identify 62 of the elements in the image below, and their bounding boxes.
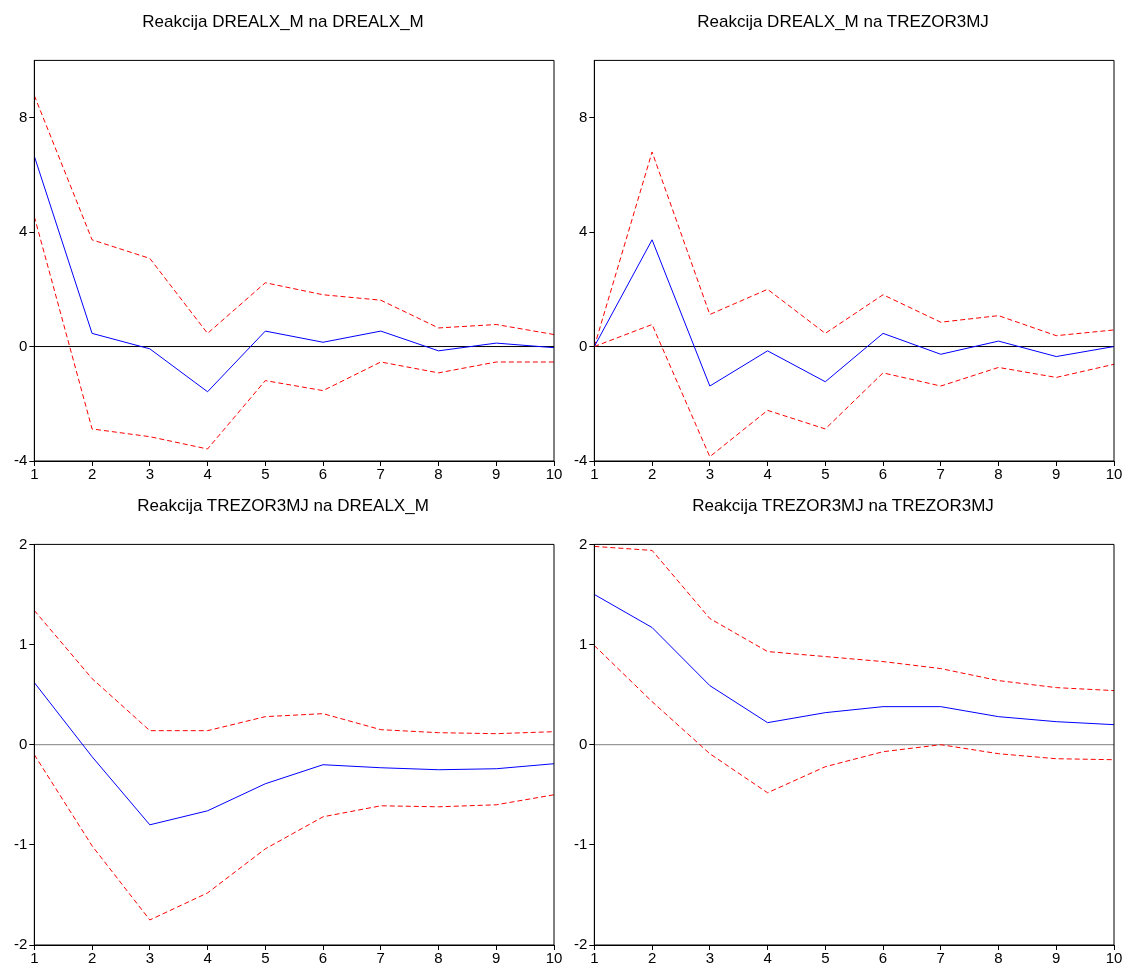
y-tick-label: -2 [573,935,588,953]
x-tick-label: 5 [821,465,830,483]
y-tick-label: 0 [578,336,588,354]
x-tick-label: 8 [434,465,443,483]
x-tick-label: 2 [87,465,97,483]
x-tick-label: 4 [763,465,772,483]
x-tick-label: 10 [545,465,563,483]
x-tick-label: 3 [705,465,714,483]
x-tick-label: 10 [1105,465,1123,483]
y-tick-label: -2 [13,935,28,953]
x-tick-label: 5 [261,465,270,483]
x-tick-label: 1 [590,949,599,967]
y-tick-label: 1 [578,634,588,652]
y-tick-label: -1 [13,834,28,852]
y-tick-label: 4 [578,222,588,240]
x-tick-label: 7 [936,465,945,483]
chart-title: Reakcija DREALX_M na DREALX_M [142,11,424,31]
y-tick-label: 8 [578,107,588,125]
x-tick-label: 6 [318,465,328,483]
y-tick-label: 2 [18,534,28,552]
x-tick-label: 7 [376,465,385,483]
x-tick-label: 1 [590,465,599,483]
x-tick-label: 4 [203,465,212,483]
x-tick-label: 6 [318,949,328,967]
x-tick-label: 9 [492,949,501,967]
x-tick-label: 2 [87,949,97,967]
x-tick-label: 8 [994,465,1003,483]
x-tick-label: 8 [434,949,443,967]
x-tick-label: 4 [763,949,772,967]
x-tick-label: 7 [936,949,945,967]
x-tick-label: 3 [145,949,154,967]
x-tick-label: 6 [878,949,888,967]
x-tick-label: 9 [492,465,501,483]
x-tick-label: 10 [545,949,563,967]
x-tick-label: 5 [821,949,830,967]
x-tick-label: 6 [878,465,888,483]
x-tick-label: 2 [647,465,657,483]
y-tick-label: 0 [18,734,28,752]
y-tick-label: 2 [578,534,588,552]
y-tick-label: -1 [573,834,588,852]
y-tick-label: 1 [18,634,28,652]
x-tick-label: 1 [30,949,39,967]
chart-title: Reakcija DREALX_M na TREZOR3MJ [697,11,989,31]
x-tick-label: 5 [261,949,270,967]
x-tick-label: 1 [30,465,39,483]
y-tick-label: 8 [18,107,28,125]
x-tick-label: 8 [994,949,1003,967]
x-tick-label: 9 [1052,949,1061,967]
y-tick-label: 0 [18,336,28,354]
x-tick-label: 3 [705,949,714,967]
x-tick-label: 7 [376,949,385,967]
y-tick-label: 0 [578,734,588,752]
x-tick-label: 4 [203,949,212,967]
chart-title: Reakcija TREZOR3MJ na TREZOR3MJ [692,495,994,515]
y-tick-label: -4 [13,451,28,469]
chart-title: Reakcija TREZOR3MJ na DREALX_M [137,495,429,515]
y-tick-label: -4 [573,451,588,469]
x-tick-label: 2 [647,949,657,967]
x-tick-label: 9 [1052,465,1061,483]
x-tick-label: 10 [1105,949,1123,967]
x-tick-label: 3 [145,465,154,483]
y-tick-label: 4 [18,222,28,240]
